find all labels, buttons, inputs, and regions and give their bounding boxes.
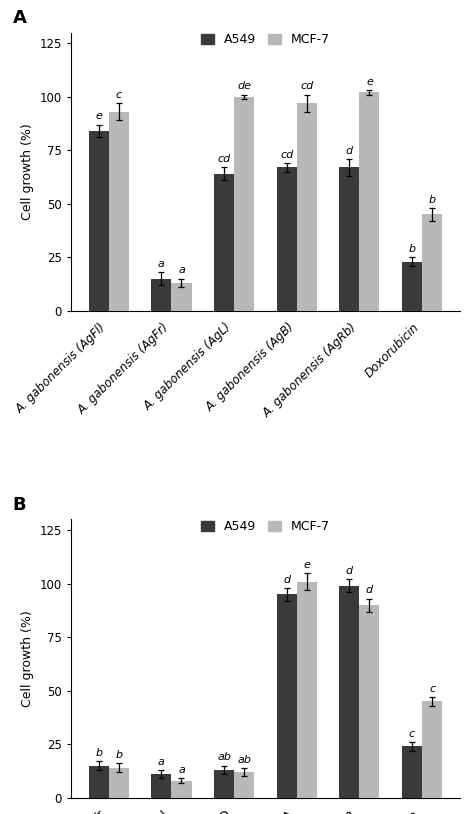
Bar: [214, 770, 234, 798]
Bar: [297, 581, 317, 798]
Text: e: e: [303, 560, 310, 570]
Bar: [277, 594, 297, 798]
Text: d: d: [283, 575, 290, 584]
Y-axis label: Cell growth (%): Cell growth (%): [21, 123, 34, 220]
Bar: [172, 781, 191, 798]
Legend: A549, MCF-7: A549, MCF-7: [201, 33, 330, 46]
Bar: [277, 168, 297, 311]
Text: a: a: [158, 757, 165, 767]
Bar: [402, 261, 422, 311]
Y-axis label: Cell growth (%): Cell growth (%): [21, 610, 34, 707]
Bar: [172, 283, 191, 311]
Text: d: d: [346, 146, 353, 155]
Text: cd: cd: [280, 150, 293, 160]
Bar: [339, 586, 359, 798]
Bar: [359, 605, 380, 798]
Text: d: d: [366, 585, 373, 596]
Text: A: A: [13, 9, 27, 27]
Bar: [422, 214, 442, 311]
Bar: [359, 93, 380, 311]
Text: b: b: [115, 751, 122, 760]
Bar: [89, 131, 109, 311]
Text: d: d: [346, 567, 353, 576]
Bar: [109, 768, 129, 798]
Bar: [151, 278, 172, 311]
Bar: [297, 103, 317, 311]
Bar: [234, 97, 254, 311]
Text: c: c: [116, 90, 122, 100]
Text: b: b: [409, 244, 416, 254]
Text: c: c: [429, 684, 435, 694]
Text: b: b: [428, 195, 436, 205]
Text: a: a: [178, 265, 185, 275]
Text: cd: cd: [300, 81, 313, 91]
Legend: A549, MCF-7: A549, MCF-7: [201, 520, 330, 533]
Bar: [109, 112, 129, 311]
Text: ab: ab: [237, 755, 251, 764]
Bar: [339, 168, 359, 311]
Bar: [151, 774, 172, 798]
Text: b: b: [95, 748, 102, 758]
Text: e: e: [95, 112, 102, 121]
Bar: [89, 766, 109, 798]
Text: B: B: [13, 496, 27, 514]
Text: e: e: [366, 77, 373, 87]
Bar: [234, 772, 254, 798]
Text: ab: ab: [217, 752, 231, 763]
Bar: [422, 702, 442, 798]
Text: a: a: [178, 765, 185, 775]
Text: a: a: [158, 259, 165, 269]
Text: de: de: [237, 81, 251, 91]
Text: c: c: [409, 729, 415, 739]
Bar: [214, 174, 234, 311]
Bar: [402, 746, 422, 798]
Text: cd: cd: [218, 154, 231, 164]
